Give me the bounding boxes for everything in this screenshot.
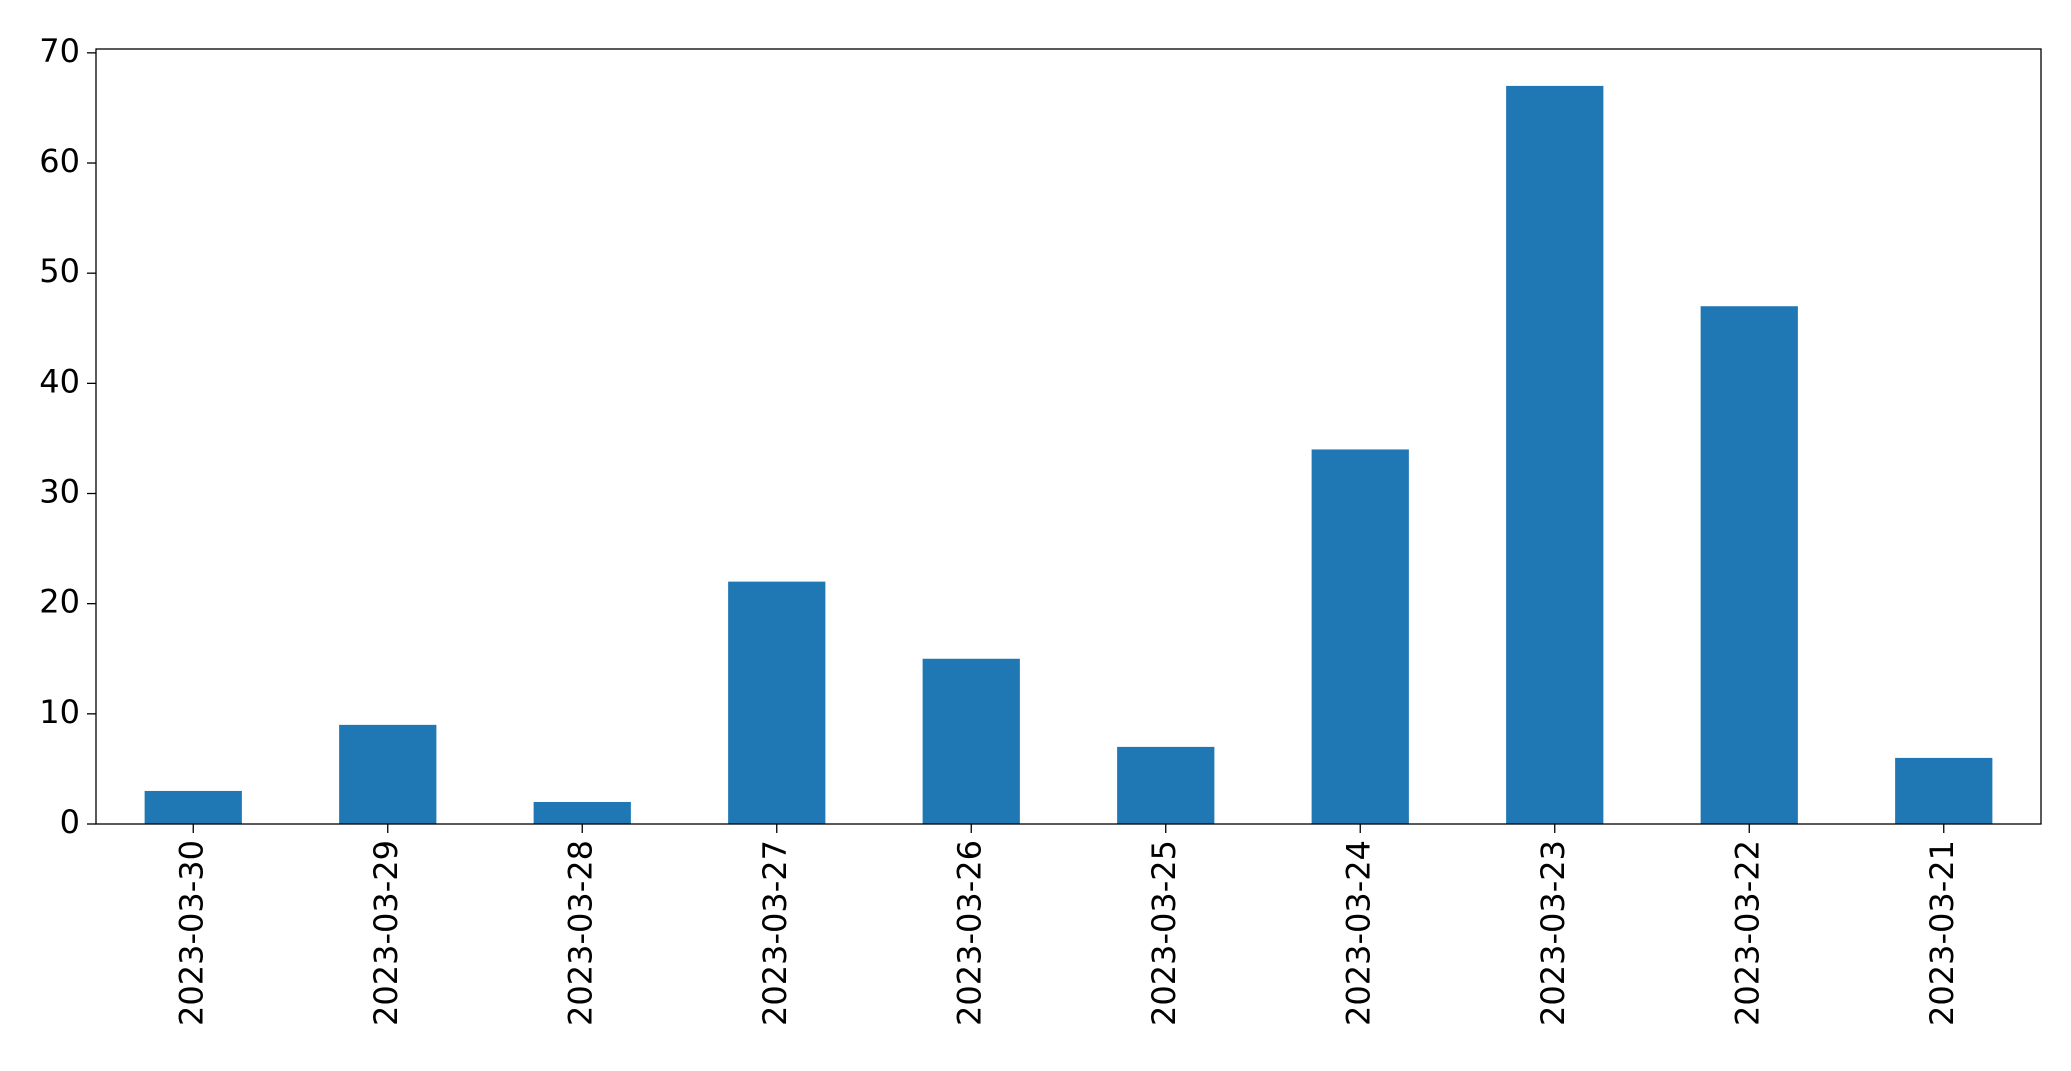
y-tick-label: 0 bbox=[60, 803, 80, 841]
bar bbox=[1117, 746, 1215, 824]
x-tick-label: 2023-03-30 bbox=[172, 840, 210, 1026]
y-tick-label: 40 bbox=[39, 362, 80, 400]
x-tick-label: 2023-03-21 bbox=[1923, 840, 1961, 1026]
y-tick-label: 10 bbox=[39, 693, 80, 731]
y-tick-label: 60 bbox=[39, 142, 80, 180]
bar bbox=[1311, 449, 1409, 824]
bar bbox=[144, 790, 242, 824]
bar bbox=[339, 724, 437, 824]
y-tick-label: 50 bbox=[39, 252, 80, 290]
x-tick-label: 2023-03-26 bbox=[950, 840, 988, 1026]
plot-frame bbox=[95, 48, 2042, 825]
bar bbox=[533, 801, 631, 824]
x-tick-label: 2023-03-24 bbox=[1339, 840, 1377, 1026]
y-tick-label: 30 bbox=[39, 473, 80, 511]
y-tick-label: 20 bbox=[39, 583, 80, 621]
y-tick-label: 70 bbox=[39, 32, 80, 70]
bar bbox=[1506, 85, 1604, 824]
x-tick-label: 2023-03-25 bbox=[1145, 840, 1183, 1026]
bar bbox=[1895, 757, 1993, 824]
x-tick-label: 2023-03-29 bbox=[367, 840, 405, 1026]
bar bbox=[728, 581, 826, 824]
x-tick-label: 2023-03-28 bbox=[561, 840, 599, 1026]
x-tick-label: 2023-03-23 bbox=[1534, 840, 1572, 1026]
bar bbox=[922, 658, 1020, 824]
bar bbox=[1700, 306, 1798, 824]
x-tick-label: 2023-03-27 bbox=[756, 840, 794, 1026]
x-tick-label: 2023-03-22 bbox=[1728, 840, 1766, 1026]
